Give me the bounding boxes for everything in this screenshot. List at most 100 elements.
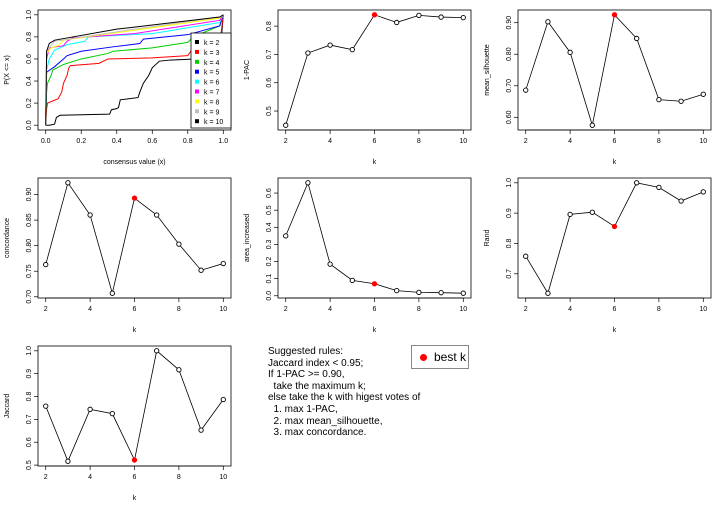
data-point bbox=[545, 19, 551, 25]
x-tick-label: 6 bbox=[373, 306, 377, 313]
y-tick-label: 0.0 bbox=[26, 120, 33, 130]
y-tick-label: 1.0 bbox=[26, 346, 33, 356]
ecdf-line-k6 bbox=[45, 14, 224, 126]
x-tick-label: 4 bbox=[568, 138, 572, 145]
x-tick-label: 2 bbox=[284, 138, 288, 145]
data-point bbox=[589, 122, 595, 128]
y-axis-label: Rand bbox=[484, 230, 491, 247]
legend-swatch bbox=[195, 79, 199, 84]
data-point bbox=[656, 184, 662, 190]
legend-swatch bbox=[195, 59, 199, 64]
x-tick-label: 10 bbox=[699, 306, 707, 313]
x-tick-label: 10 bbox=[459, 138, 467, 145]
data-point bbox=[678, 198, 684, 204]
legend-label: k = 8 bbox=[204, 99, 219, 106]
best-k-marker-icon bbox=[420, 354, 427, 361]
y-axis-label: mean_silhouette bbox=[484, 44, 491, 95]
data-point bbox=[678, 98, 684, 104]
y-tick-label: 0.7 bbox=[506, 269, 513, 279]
x-tick-label: 2 bbox=[524, 138, 528, 145]
y-tick-label: 0.8 bbox=[266, 21, 273, 31]
x-tick-label: 8 bbox=[417, 306, 421, 313]
x-tick-label: 1.0 bbox=[218, 138, 228, 145]
y-tick-label: 0.8 bbox=[26, 392, 33, 402]
y-tick-label: 1.0 bbox=[26, 10, 33, 20]
legend-label: k = 10 bbox=[204, 119, 223, 126]
data-point bbox=[198, 267, 204, 273]
y-tick-label: 0.6 bbox=[266, 78, 273, 88]
data-point bbox=[523, 87, 529, 93]
y-tick-label: 0.90 bbox=[26, 188, 33, 202]
data-point bbox=[460, 14, 466, 21]
y-tick-label: 0.75 bbox=[26, 264, 33, 278]
best-k-point bbox=[371, 281, 378, 287]
y-axis-label: concordance bbox=[4, 218, 11, 258]
legend-swatch bbox=[195, 119, 199, 124]
y-tick-label: 0.7 bbox=[26, 414, 33, 424]
rule-line: Suggested rules: bbox=[268, 346, 344, 357]
x-tick-label: 0.0 bbox=[41, 138, 51, 145]
data-point bbox=[176, 241, 182, 247]
data-point bbox=[220, 260, 226, 267]
legend-label: k = 4 bbox=[204, 60, 219, 67]
y-tick-label: 0.2 bbox=[266, 257, 273, 267]
best-k-point bbox=[371, 12, 378, 18]
x-tick-label: 4 bbox=[88, 474, 92, 481]
y-tick-label: 0.0 bbox=[266, 291, 273, 301]
data-point bbox=[349, 277, 355, 284]
data-point bbox=[523, 253, 529, 259]
plot-frame bbox=[277, 177, 472, 299]
y-tick-label: 0.9 bbox=[26, 369, 33, 379]
best-k-point bbox=[131, 457, 138, 463]
data-point bbox=[109, 411, 115, 417]
rule-line: 3. max concordance. bbox=[268, 427, 367, 439]
y-tick-label: 0.70 bbox=[506, 79, 513, 93]
legend-label: k = 5 bbox=[204, 70, 219, 77]
panel-area-increased bbox=[274, 177, 472, 302]
data-point bbox=[634, 180, 640, 186]
x-tick-label: 0.2 bbox=[76, 138, 86, 145]
data-point bbox=[438, 290, 444, 296]
legend-swatch bbox=[195, 49, 199, 54]
plot-frame bbox=[37, 345, 232, 467]
data-point bbox=[700, 91, 706, 97]
series-line bbox=[525, 13, 704, 126]
legend-swatch bbox=[195, 69, 199, 74]
y-tick-label: 0.4 bbox=[26, 76, 33, 86]
plot-frame bbox=[517, 177, 712, 299]
x-axis-label: k bbox=[133, 495, 137, 502]
legend-label: k = 9 bbox=[204, 109, 219, 116]
best-k-point bbox=[611, 12, 618, 18]
x-tick-label: 0.6 bbox=[147, 138, 157, 145]
series-line bbox=[285, 181, 464, 294]
y-tick-label: 0.6 bbox=[26, 437, 33, 447]
x-tick-label: 8 bbox=[177, 474, 181, 481]
y-axis-label: 1-PAC bbox=[244, 60, 251, 80]
data-point bbox=[220, 396, 226, 403]
data-point bbox=[109, 290, 115, 296]
y-axis-label: Jaccard bbox=[4, 394, 11, 419]
data-point bbox=[349, 46, 355, 53]
best-k-point bbox=[131, 195, 138, 201]
data-point bbox=[460, 290, 466, 296]
data-point bbox=[416, 12, 422, 19]
y-tick-label: 0.80 bbox=[506, 47, 513, 61]
y-tick-label: 0.4 bbox=[266, 222, 273, 232]
y-tick-label: 0.2 bbox=[26, 98, 33, 108]
data-point bbox=[327, 261, 333, 267]
rule-line: take the maximum k; bbox=[268, 380, 366, 392]
data-point bbox=[87, 212, 93, 218]
x-tick-label: 4 bbox=[88, 306, 92, 313]
x-tick-label: 8 bbox=[177, 306, 181, 313]
x-tick-label: 0.4 bbox=[112, 138, 122, 145]
data-point bbox=[589, 209, 595, 215]
y-tick-label: 0.8 bbox=[26, 32, 33, 42]
y-tick-label: 0.1 bbox=[266, 274, 273, 284]
x-tick-label: 2 bbox=[524, 306, 528, 313]
panel-rand bbox=[514, 177, 712, 302]
data-point bbox=[394, 287, 400, 294]
rule-line: else take the k with higest votes of bbox=[268, 392, 421, 404]
panel-mean-silhouette bbox=[514, 9, 712, 134]
data-point bbox=[305, 50, 311, 56]
data-point bbox=[65, 180, 71, 186]
